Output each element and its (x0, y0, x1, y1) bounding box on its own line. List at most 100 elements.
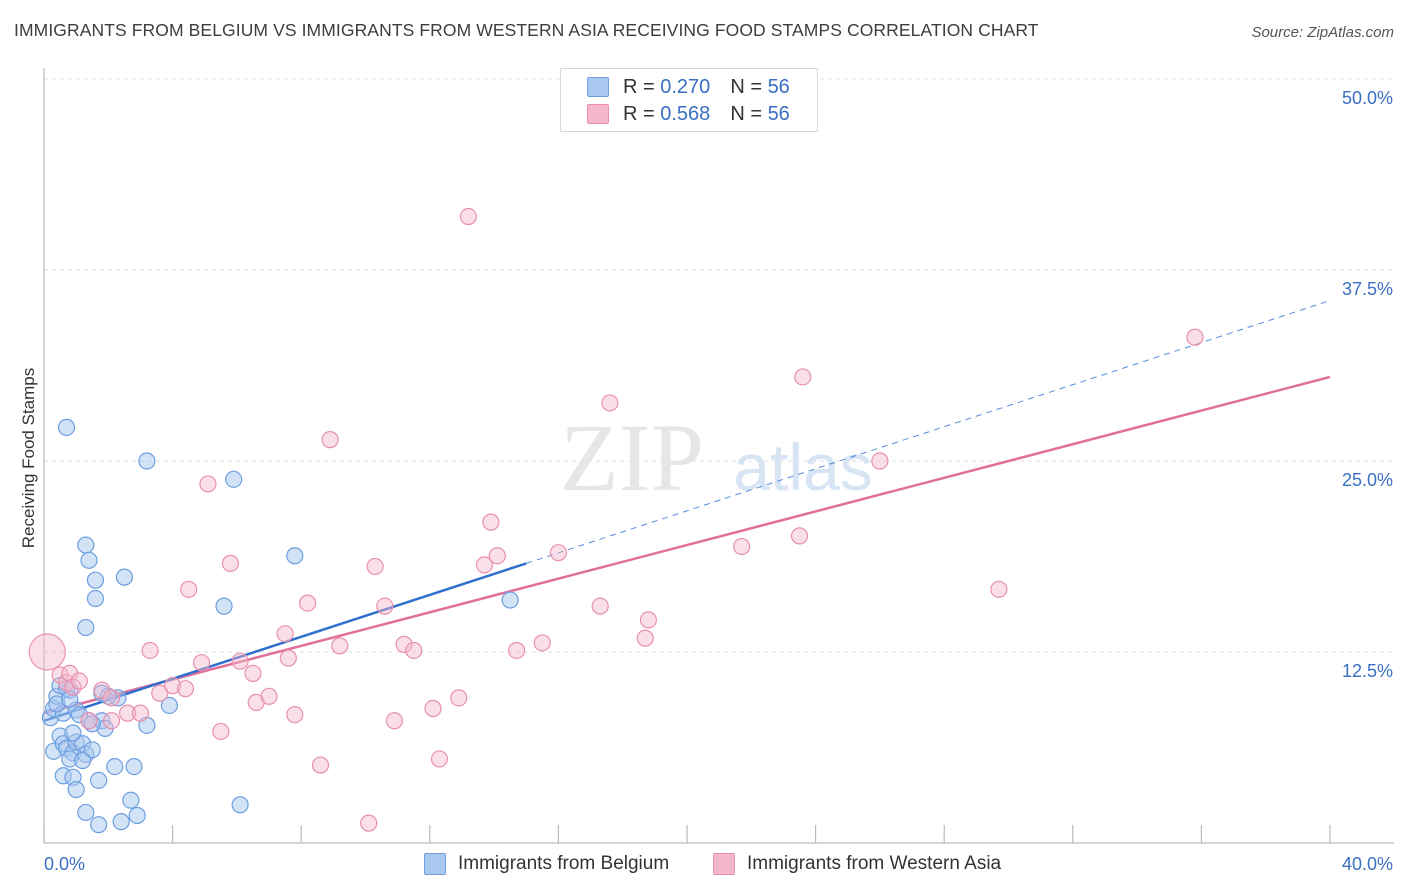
point-belgium (122, 791, 140, 809)
legend-r-label: R = (623, 75, 655, 98)
bottom-swatch-western-asia (713, 853, 735, 875)
point-western-asia (331, 637, 349, 655)
point-belgium (501, 591, 519, 609)
point-western-asia (508, 641, 526, 660)
point-western-asia (260, 687, 278, 705)
point-western-asia (141, 641, 159, 660)
point-western-asia (871, 452, 889, 470)
y-tick-labels: 12.5% 25.0% 37.5% 50.0% (1342, 88, 1393, 681)
point-western-asia (405, 641, 423, 660)
point-western-asia (488, 547, 506, 565)
point-western-asia (80, 712, 98, 730)
x-tick-label: 40.0% (1342, 854, 1393, 874)
point-western-asia (794, 368, 812, 386)
point-belgium (80, 551, 98, 569)
watermark-zip: ZIP (560, 404, 704, 511)
point-western-asia (212, 722, 230, 741)
bottom-legend-label-belgium: Immigrants from Belgium (458, 853, 670, 874)
point-western-asia (131, 704, 150, 722)
correlation-legend: R = 0.270 N = 56 R = 0.568 N = 56 (560, 68, 818, 132)
point-western-asia (70, 672, 88, 690)
point-western-asia (151, 684, 169, 702)
point-belgium (73, 751, 92, 770)
point-belgium (160, 696, 178, 715)
point-belgium (83, 741, 101, 759)
y-tick-label: 50.0% (1342, 88, 1393, 108)
point-western-asia (475, 556, 494, 574)
point-western-asia (430, 750, 449, 768)
point-belgium (106, 757, 124, 776)
point-western-asia (591, 597, 609, 615)
legend-n-value: 56 (767, 102, 790, 125)
point-western-asia (482, 513, 500, 531)
point-western-asia (321, 431, 339, 449)
bottom-swatch-belgium (424, 853, 446, 875)
point-western-asia (376, 597, 394, 615)
point-western-asia (366, 557, 384, 576)
point-western-asia (790, 527, 809, 545)
point-western-asia (199, 475, 217, 493)
point-western-asia (28, 633, 66, 671)
legend-n-label: N = (730, 75, 762, 98)
point-western-asia (639, 611, 658, 629)
legend-swatch-western-asia (587, 104, 609, 124)
series-western-asia-points (28, 207, 1204, 832)
x-tick-label: 0.0% (44, 854, 85, 874)
y-tick-label: 25.0% (1342, 470, 1393, 490)
point-belgium (112, 813, 130, 831)
point-western-asia (164, 677, 182, 695)
bottom-legend-label-western-asia: Immigrants from Western Asia (747, 853, 1002, 874)
point-belgium (83, 715, 101, 733)
series-belgium-points (41, 418, 519, 834)
point-western-asia (990, 580, 1008, 598)
point-belgium (77, 618, 95, 637)
point-western-asia (244, 664, 262, 682)
point-western-asia (533, 634, 551, 652)
point-western-asia (180, 580, 198, 598)
point-western-asia (395, 635, 413, 653)
bottom-legend-belgium: Immigrants from Belgium (424, 851, 669, 877)
point-belgium (70, 706, 88, 724)
legend-swatch-belgium (587, 77, 609, 97)
chart-title: IMMIGRANTS FROM BELGIUM VS IMMIGRANTS FR… (14, 20, 1039, 40)
point-western-asia (221, 554, 240, 572)
point-belgium (86, 571, 105, 589)
y-axis-label: Receiving Food Stamps (19, 368, 38, 548)
point-western-asia (192, 654, 211, 672)
y-tick-label: 12.5% (1342, 661, 1393, 681)
axes (43, 68, 1394, 844)
point-belgium (215, 597, 233, 615)
point-western-asia (360, 814, 378, 832)
trend-western-asia (43, 375, 1331, 715)
point-belgium (86, 589, 105, 608)
legend-n-value: 56 (767, 75, 790, 98)
source-label: Source: ZipAtlas.com (1251, 24, 1394, 41)
point-belgium (286, 547, 304, 565)
point-belgium (128, 806, 146, 825)
watermark: ZIP atlas (560, 404, 873, 511)
legend-row-western-asia: R = 0.568 N = 56 (587, 102, 790, 126)
point-belgium (90, 771, 108, 789)
point-western-asia (118, 704, 137, 722)
point-western-asia (450, 689, 468, 707)
point-western-asia (299, 594, 317, 612)
point-belgium (138, 452, 156, 470)
watermark-atlas: atlas (733, 430, 872, 504)
trend-belgium-extension (526, 300, 1331, 564)
point-western-asia (231, 652, 249, 670)
legend-r-value: 0.568 (660, 102, 711, 125)
point-western-asia (424, 699, 442, 718)
point-western-asia (459, 207, 477, 226)
point-belgium (115, 568, 133, 586)
point-belgium (225, 470, 243, 488)
point-western-asia (279, 649, 297, 667)
point-belgium (67, 780, 85, 799)
x-tick-labels: 0.0% 40.0% (44, 854, 1393, 874)
point-western-asia (733, 537, 751, 556)
point-belgium (57, 418, 76, 436)
y-tick-label: 37.5% (1342, 279, 1393, 299)
point-western-asia (176, 680, 195, 698)
point-western-asia (102, 689, 121, 707)
legend-n-label: N = (730, 102, 762, 125)
